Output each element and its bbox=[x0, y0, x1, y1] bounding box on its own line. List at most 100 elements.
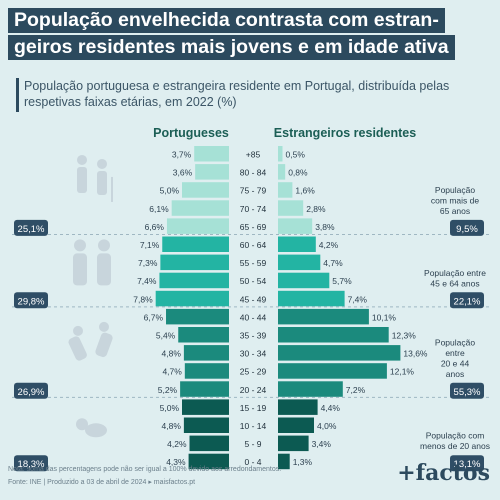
bar-portugueses bbox=[155, 290, 229, 307]
age-label: 15 - 19 bbox=[240, 403, 267, 413]
right-total-value: 22,1% bbox=[454, 296, 481, 307]
group-label: 65 anos bbox=[440, 206, 470, 216]
brand-logo: +factos bbox=[397, 460, 490, 486]
group-label: com mais de bbox=[431, 195, 479, 205]
body bbox=[68, 336, 87, 361]
bar-portugueses bbox=[159, 272, 229, 289]
age-label: 25 - 29 bbox=[240, 367, 267, 377]
value-label-portugueses: 4,3% bbox=[166, 457, 186, 467]
value-label-portugueses: 5,0% bbox=[160, 186, 180, 196]
group-label: População bbox=[435, 337, 475, 347]
group-label: População bbox=[435, 185, 475, 195]
value-label-estrangeiros: 4,0% bbox=[317, 421, 337, 431]
value-label-estrangeiros: 0,8% bbox=[288, 168, 308, 178]
legend-portugueses: Portugueses bbox=[153, 126, 229, 140]
head bbox=[97, 158, 107, 169]
right-total-value: 9,5% bbox=[456, 224, 478, 235]
head bbox=[98, 239, 110, 252]
bar-portugueses bbox=[189, 435, 229, 452]
left-total-value: 29,8% bbox=[18, 296, 45, 307]
bar-estrangeiros bbox=[278, 146, 283, 162]
value-label-estrangeiros: 3,8% bbox=[315, 222, 335, 232]
age-label: +85 bbox=[246, 150, 261, 160]
left-total-value: 26,9% bbox=[18, 387, 45, 398]
value-label-portugueses: 6,7% bbox=[144, 312, 164, 322]
source-note: Fonte: INE | Produzido a 03 de abril de … bbox=[8, 479, 196, 486]
value-label-portugueses: 3,6% bbox=[173, 168, 193, 178]
value-label-estrangeiros: 1,6% bbox=[295, 186, 315, 196]
value-label-portugueses: 7,3% bbox=[138, 258, 158, 268]
young-adults-icon bbox=[68, 321, 113, 361]
bar-portugueses bbox=[188, 453, 229, 470]
right-total-pill bbox=[450, 455, 484, 472]
age-label: 60 - 64 bbox=[240, 240, 267, 250]
bar-estrangeiros bbox=[278, 254, 321, 271]
age-label: 0 - 4 bbox=[244, 457, 261, 467]
body bbox=[97, 253, 111, 286]
value-label-estrangeiros: 3,4% bbox=[312, 439, 332, 449]
bar-estrangeiros bbox=[278, 200, 304, 216]
head bbox=[73, 325, 83, 336]
value-label-portugueses: 4,2% bbox=[167, 439, 187, 449]
bar-estrangeiros bbox=[278, 453, 290, 470]
bar-portugueses bbox=[160, 254, 229, 271]
bar-estrangeiros bbox=[278, 381, 343, 397]
group-label: População com bbox=[426, 431, 485, 441]
bar-portugueses bbox=[183, 345, 229, 361]
bar-estrangeiros bbox=[278, 327, 389, 343]
bar-estrangeiros bbox=[278, 164, 286, 180]
right-total-value: 13,1% bbox=[454, 459, 481, 470]
baby-icon bbox=[76, 418, 107, 438]
subtitle-line-1: População portuguesa e estrangeira resid… bbox=[24, 79, 450, 93]
value-label-portugueses: 5,2% bbox=[158, 385, 178, 395]
head bbox=[99, 321, 109, 332]
bar-estrangeiros bbox=[278, 308, 369, 325]
value-label-estrangeiros: 12,3% bbox=[392, 331, 417, 341]
value-label-estrangeiros: 4,4% bbox=[321, 403, 341, 413]
value-label-portugueses: 3,7% bbox=[172, 150, 192, 160]
bar-estrangeiros bbox=[278, 290, 345, 307]
bar-estrangeiros bbox=[278, 218, 313, 234]
age-label: 45 - 49 bbox=[240, 294, 267, 304]
elderly-couple-icon bbox=[77, 154, 113, 202]
left-total-pill bbox=[14, 219, 48, 236]
head bbox=[76, 418, 88, 431]
age-label: 75 - 79 bbox=[240, 186, 267, 196]
bar-estrangeiros bbox=[278, 399, 318, 415]
bar-portugueses bbox=[182, 182, 229, 198]
age-label: 35 - 39 bbox=[240, 331, 267, 341]
bar-portugueses bbox=[182, 399, 229, 415]
age-label: 50 - 54 bbox=[240, 276, 267, 286]
age-label: 5 - 9 bbox=[244, 439, 261, 449]
right-total-pill bbox=[450, 292, 484, 309]
title: População envelhecida contrasta com estr… bbox=[8, 8, 488, 62]
value-label-estrangeiros: 4,7% bbox=[323, 258, 343, 268]
value-label-estrangeiros: 13,6% bbox=[403, 349, 428, 359]
bar-estrangeiros bbox=[278, 435, 309, 452]
age-label: 80 - 84 bbox=[240, 168, 267, 178]
value-label-estrangeiros: 5,7% bbox=[332, 276, 352, 286]
value-label-portugueses: 6,1% bbox=[149, 204, 169, 214]
value-label-portugueses: 4,7% bbox=[162, 367, 182, 377]
left-total-value: 25,1% bbox=[18, 224, 45, 235]
bar-portugueses bbox=[194, 146, 229, 162]
left-total-pill bbox=[14, 455, 48, 472]
bar-portugueses bbox=[162, 236, 229, 252]
value-label-portugueses: 4,8% bbox=[162, 349, 182, 359]
value-label-portugueses: 7,8% bbox=[133, 294, 153, 304]
bar-portugueses bbox=[184, 363, 229, 379]
bar-estrangeiros bbox=[278, 345, 401, 361]
body bbox=[97, 170, 107, 195]
age-label: 10 - 14 bbox=[240, 421, 267, 431]
adults-icon bbox=[73, 239, 111, 286]
bar-portugueses bbox=[178, 327, 229, 343]
right-total-value: 55,3% bbox=[454, 387, 481, 398]
bar-estrangeiros bbox=[278, 182, 293, 198]
bar-estrangeiros bbox=[278, 272, 330, 289]
left-total-pill bbox=[14, 382, 48, 399]
subtitle-line-2: respetivas faixas etárias, em 2022 (%) bbox=[24, 95, 237, 109]
group-label: anos bbox=[446, 369, 464, 379]
right-total-pill bbox=[450, 382, 484, 399]
bar-estrangeiros bbox=[278, 417, 314, 433]
subtitle-accent-bar bbox=[16, 78, 19, 112]
